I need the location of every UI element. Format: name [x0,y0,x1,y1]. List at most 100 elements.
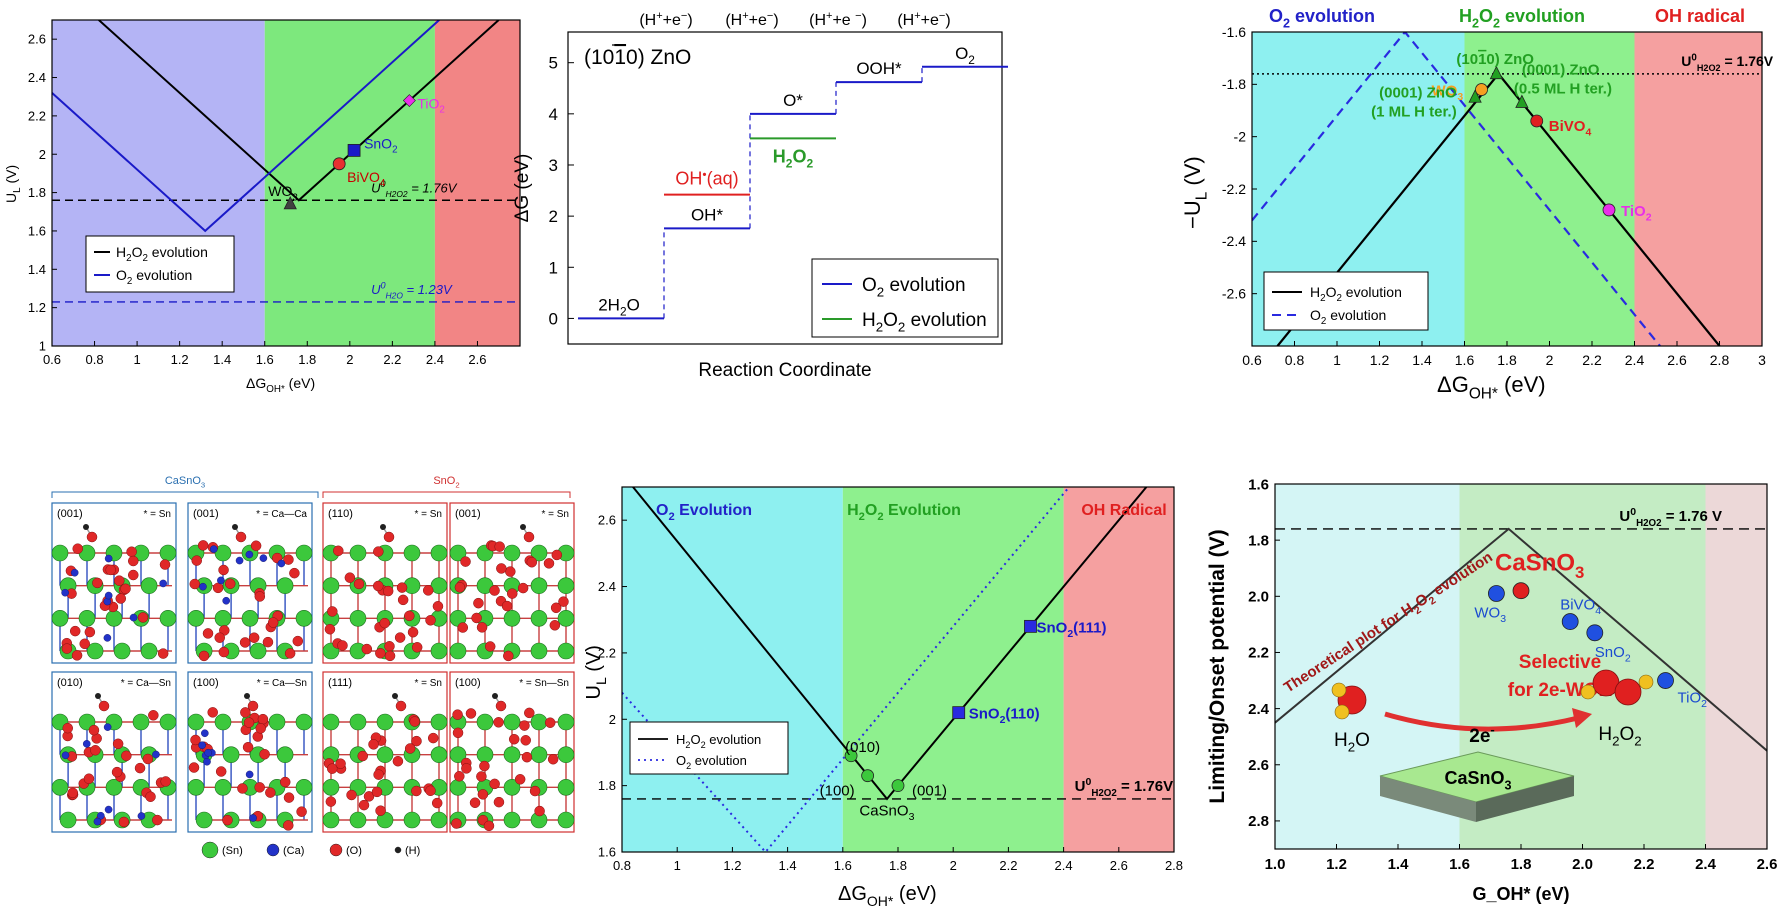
annotation: Selective [1519,652,1601,673]
atom-o [534,805,545,817]
label-part: BiVO [347,169,380,185]
label-part: 2 [1412,604,1424,617]
atom-sn [449,544,467,562]
atom-o [92,577,103,589]
atom-sn [86,642,104,660]
atom-o [157,648,169,659]
atom-o [191,555,202,566]
atom-o [489,585,500,596]
x-axis-label: G_OH* (eV) [1472,884,1569,904]
region-band [842,487,1064,852]
group-label: CaSnO3 [165,475,205,489]
facet-label: (100) [193,677,219,689]
label-part: (1 ML H ter.) [1371,103,1457,120]
atom-sn [557,779,575,796]
atom-o [358,799,370,811]
label-part: SnO [433,475,455,487]
label-part: 2 [877,511,883,523]
y-tick-label: 1.8 [1248,532,1269,549]
atom-sn [113,642,131,660]
atom-sn [140,642,158,660]
structure-panel: (100) * = Ca—Sn [187,671,313,833]
y-axis-label: −UL (V) [1180,156,1211,229]
y-tick-label: 2.8 [1248,813,1269,830]
atom-sn [295,713,313,731]
label-part: (0.5 ML H ter.) [1514,81,1612,98]
structure-panel: (001) * = Ca—Ca [187,502,313,664]
atom-o [494,541,505,552]
label-part: + [656,10,662,22]
x-tick-label: 1.0 [1265,856,1286,873]
atom-h [492,693,498,699]
reaction-arrow [1384,711,1579,732]
atom-sn [376,746,394,763]
x-tick-label: 2.6 [1667,352,1687,368]
atom-o [71,650,83,661]
data-point [402,94,416,107]
atom-o [375,647,386,659]
atom-o [361,643,373,655]
label-part: 2 [1067,628,1073,640]
data-point [1512,582,1530,600]
chart-p2: 0123452H2OOH*O*OOH*O2OH•(aq)H2O2(H++e−)(… [512,10,1008,381]
atom-ca [245,770,254,779]
region-band [1634,32,1762,346]
atom-sn [430,746,448,763]
atom-sn [349,544,367,562]
x-tick-label: 0.8 [86,352,104,367]
label-part: 4 [1585,126,1591,138]
point-label: SnO2 [1595,644,1631,665]
x-tick-label: 2.8 [1710,352,1730,368]
label-part: O [116,267,127,283]
atom-o [529,785,541,797]
atom-o [373,769,384,780]
label-part: 2 [1625,652,1631,664]
atom-sn [214,610,232,627]
facet-label: (001) [193,508,219,520]
atom-o [404,743,416,754]
label-part: evolution [691,753,747,768]
atom-sn [557,610,575,627]
label-part: evolution [706,732,762,747]
atom-o [120,583,131,595]
legend-label: O2 evolution [676,753,747,771]
label-part: (eV) [285,375,315,391]
label-part: H [116,244,126,260]
atom-o [411,785,422,797]
point-label: CaSnO3 [1495,550,1584,582]
label-part: H [847,502,859,519]
label-part: 0) ZnO [1486,51,1534,68]
label-part: WO [268,183,292,199]
atom-o [392,755,404,767]
atom-o [218,564,229,576]
label-part: OOH* [856,59,902,78]
site-label: * = Sn [143,509,171,520]
atom-o [207,707,218,718]
label-part: H2O2 [1636,518,1662,529]
label-part: (0001) ZnO [1379,84,1457,101]
atom-sn [530,577,548,594]
atom-o [432,601,444,612]
label-part: 3 [909,811,915,823]
atom-o [115,593,127,604]
point-label: BiVO4 [1560,597,1601,618]
atom-o [86,531,98,543]
atom-o [523,531,535,543]
label-part: 2 [668,511,674,523]
point-label: TiO2 [417,96,445,116]
atom-o [255,723,266,734]
atom-o [411,735,422,747]
label-part: = 1.23V [403,282,453,297]
region-title: OH Radical [1081,502,1166,519]
y-tick-label: 1.6 [598,845,616,860]
atom-sn [503,544,521,562]
label-part: 4 [1595,605,1601,617]
atom-o [375,805,386,816]
label-part: 2 [1336,293,1341,304]
atom-o [114,575,125,586]
atom-o [283,792,295,803]
region-band [1063,487,1174,852]
structure-panel: (111) * = Sn [322,671,448,833]
label-part: O [1619,724,1634,745]
label-part: O [1326,284,1337,300]
